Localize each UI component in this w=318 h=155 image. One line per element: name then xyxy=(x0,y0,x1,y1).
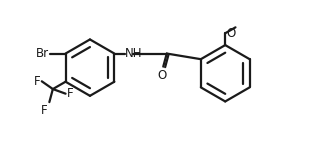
Text: Br: Br xyxy=(36,47,49,60)
Text: F: F xyxy=(41,104,48,117)
Text: O: O xyxy=(226,27,235,40)
Text: F: F xyxy=(34,75,40,88)
Text: O: O xyxy=(157,69,166,82)
Text: NH: NH xyxy=(125,47,143,60)
Text: F: F xyxy=(67,87,73,100)
